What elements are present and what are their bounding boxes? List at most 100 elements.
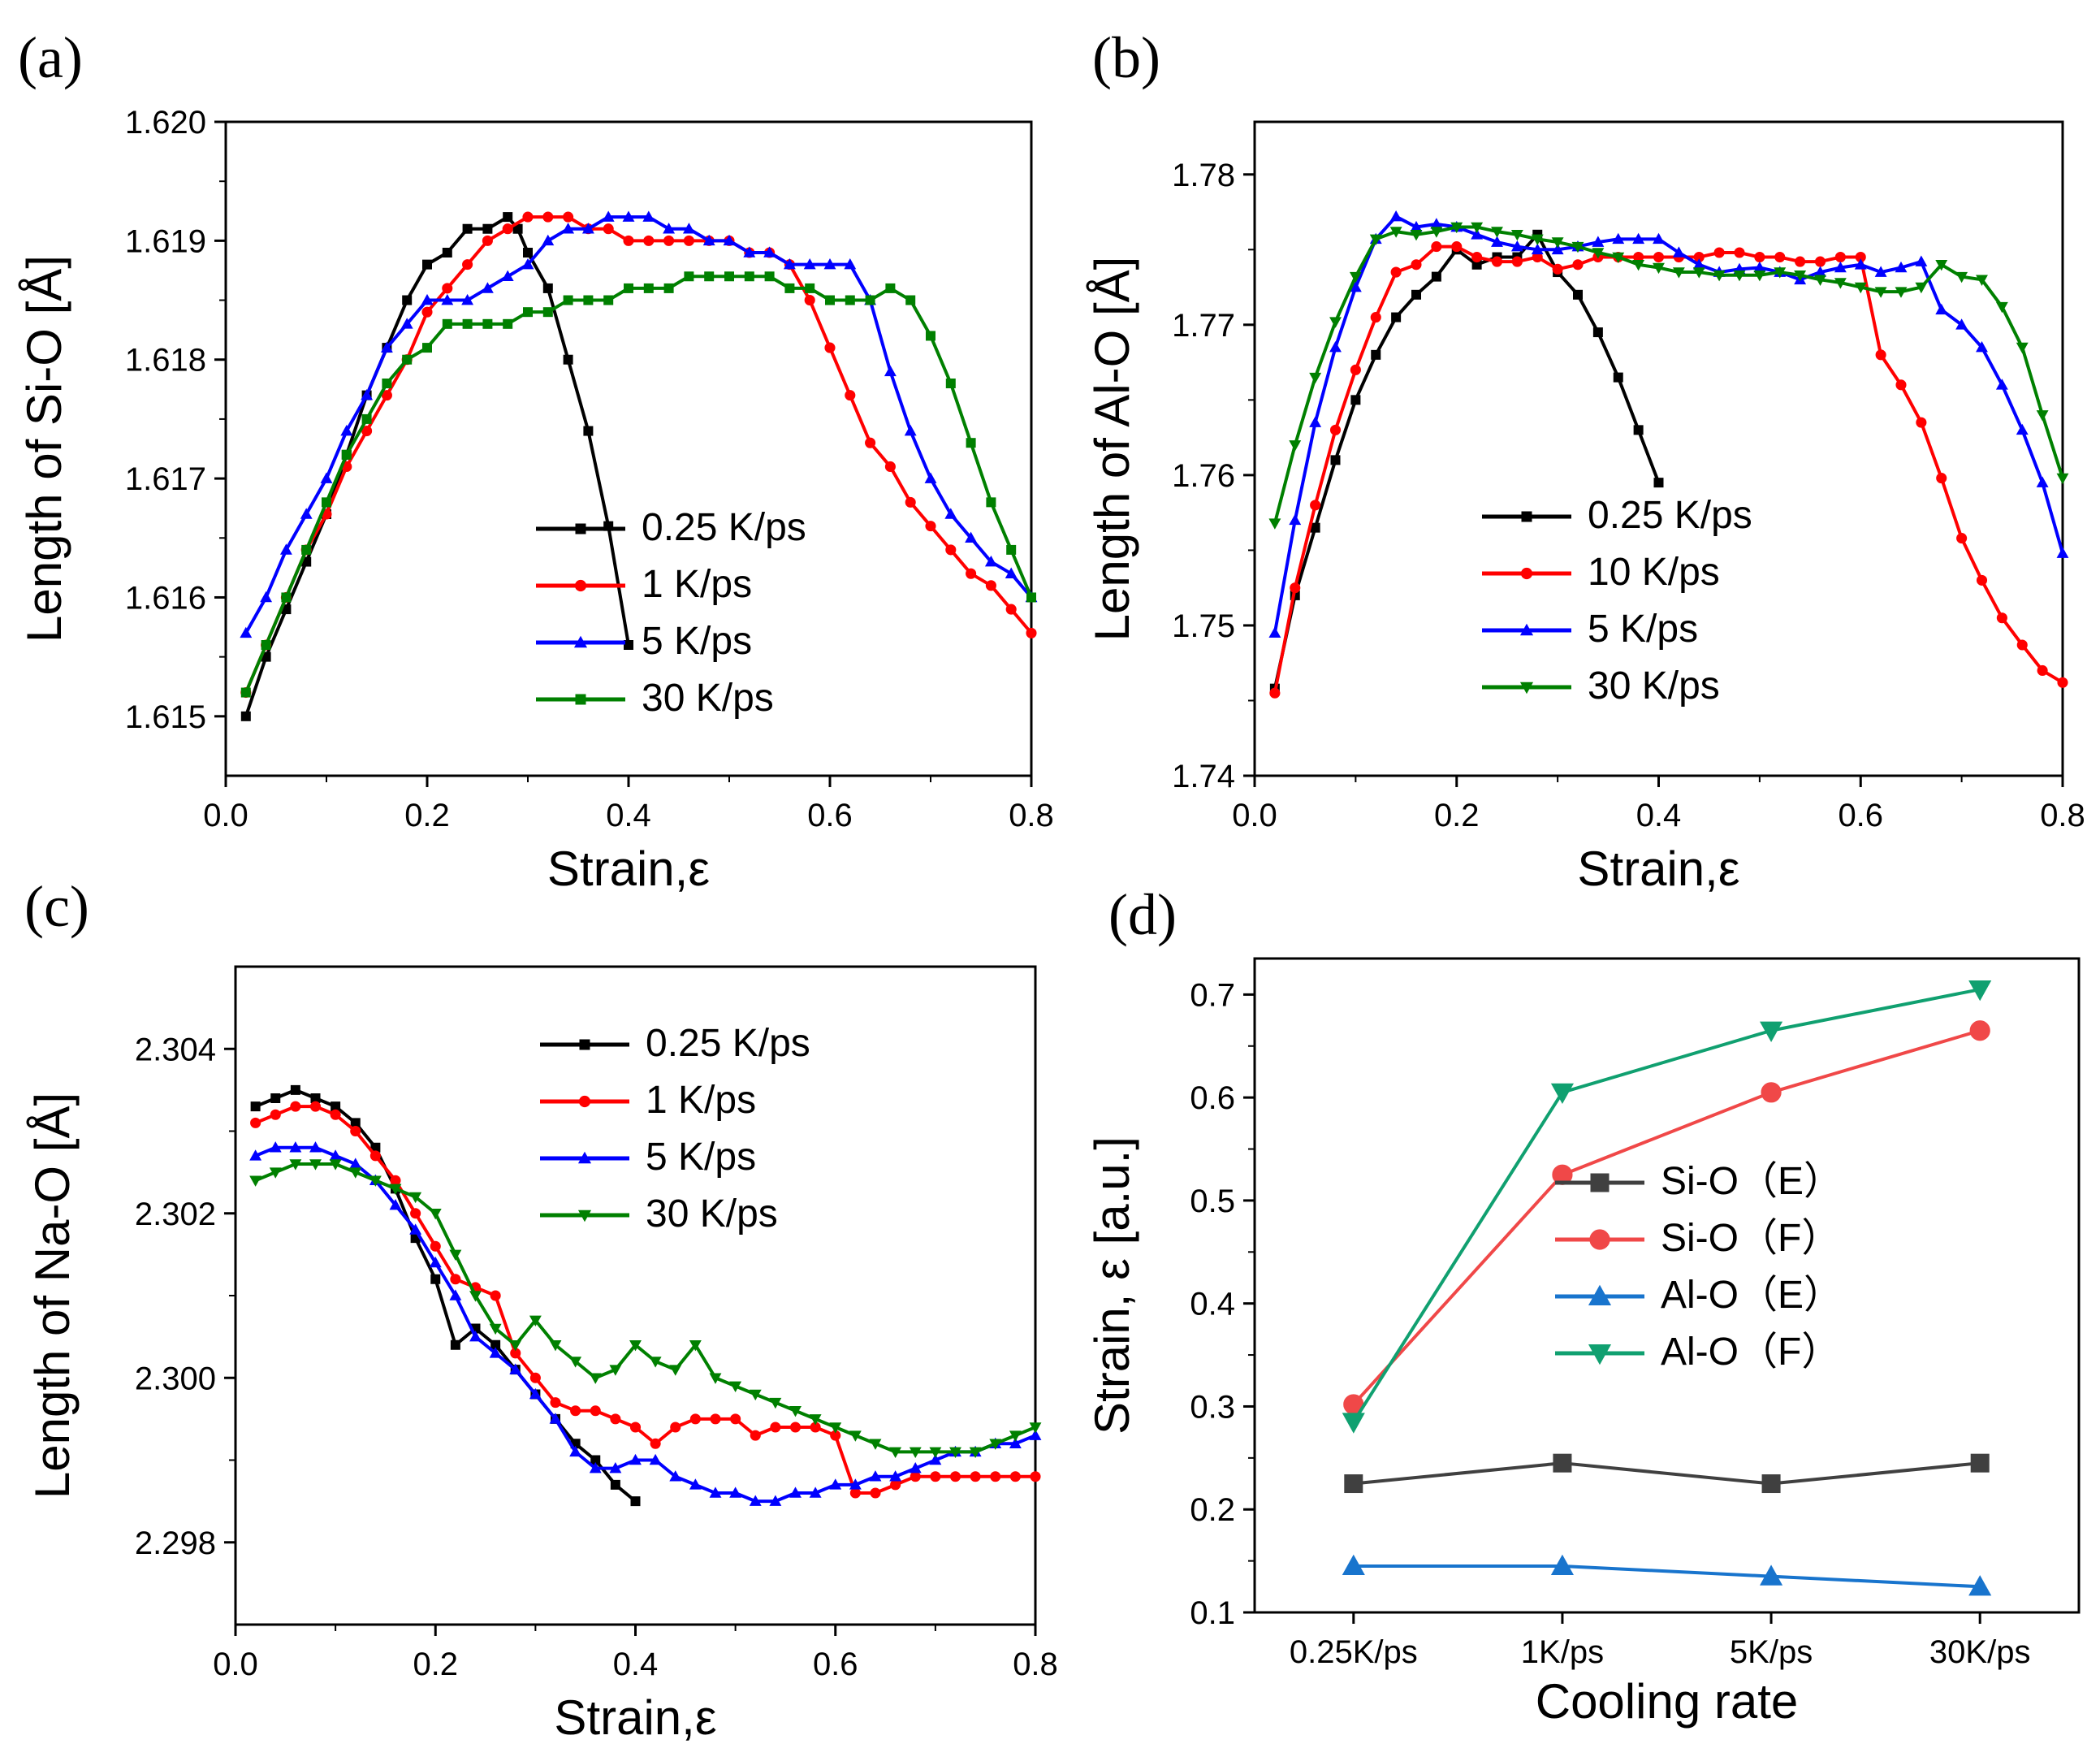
data-point xyxy=(290,1101,301,1112)
data-point xyxy=(1834,278,1847,289)
data-point xyxy=(482,223,493,234)
data-point xyxy=(369,1175,382,1187)
data-point xyxy=(870,1487,881,1499)
data-point xyxy=(969,1447,982,1459)
legend-marker xyxy=(1520,567,1533,580)
data-point xyxy=(609,1365,622,1376)
data-point xyxy=(689,1478,702,1490)
legend-label: 30 K/ps xyxy=(1588,664,1720,708)
data-point xyxy=(909,1461,922,1474)
data-point xyxy=(489,1347,502,1358)
data-point xyxy=(945,544,957,556)
data-point xyxy=(1471,252,1483,263)
data-point xyxy=(521,258,534,270)
data-point xyxy=(949,1471,961,1482)
data-point xyxy=(949,1447,961,1459)
data-point xyxy=(1390,266,1402,278)
data-point xyxy=(1430,227,1443,238)
legend: Si-O（E） Si-O（F） Al-O（E） Al-O（F） xyxy=(1555,1160,1843,1374)
x-tick-label: 5K/ps xyxy=(1730,1634,1813,1670)
data-point xyxy=(1995,379,2008,390)
series-Al-O（E） xyxy=(1342,1554,1992,1596)
x-tick-label: 0.25K/ps xyxy=(1290,1634,1418,1670)
data-point xyxy=(281,592,292,603)
legend-marker xyxy=(1519,623,1534,636)
data-point xyxy=(1009,1437,1022,1449)
data-point xyxy=(509,1339,522,1352)
data-point xyxy=(629,1453,642,1465)
data-point xyxy=(1874,287,1887,298)
legend-label: 30 K/ps xyxy=(642,677,774,720)
legend-label: 1 K/ps xyxy=(646,1079,756,1122)
legend-label: 30 K/ps xyxy=(646,1192,778,1236)
data-point xyxy=(482,235,493,246)
data-point xyxy=(965,531,978,543)
x-tick-label: 0.0 xyxy=(203,798,248,833)
data-point xyxy=(884,461,896,473)
series-30 K/ps xyxy=(240,271,1036,698)
data-point xyxy=(1491,227,1503,238)
data-point xyxy=(750,1430,761,1441)
data-point xyxy=(1761,1474,1781,1494)
data-point xyxy=(1814,256,1826,267)
data-point xyxy=(1612,232,1625,245)
data-point xyxy=(542,283,553,293)
data-point xyxy=(924,472,937,483)
data-point xyxy=(1551,237,1564,249)
data-point xyxy=(1329,424,1342,435)
series-Si-O（F） xyxy=(1343,1020,1990,1415)
data-point xyxy=(409,1223,422,1235)
data-point xyxy=(1491,256,1503,267)
data-point xyxy=(805,283,815,293)
data-point xyxy=(1592,236,1605,247)
data-point xyxy=(563,354,573,365)
data-point xyxy=(590,1405,601,1417)
series-line xyxy=(1273,232,1661,690)
data-point xyxy=(1814,275,1826,286)
data-point xyxy=(300,508,313,519)
chart-panel-3: (d) 0.25K/ps 1K/ps 5K/ps 30K/ps 0.1 0.2 0.3 0.4 0… xyxy=(1085,882,2081,1729)
panel-label: (d) xyxy=(1108,882,1177,947)
legend-marker xyxy=(577,1210,592,1223)
data-point xyxy=(1510,230,1523,241)
series-line xyxy=(1352,1028,1981,1406)
data-point xyxy=(361,389,374,400)
x-tick-label: 0.0 xyxy=(1232,798,1277,833)
data-point xyxy=(1491,236,1503,247)
data-point xyxy=(449,1289,462,1300)
data-point xyxy=(845,390,856,401)
data-point xyxy=(250,1117,261,1128)
data-point xyxy=(1753,270,1766,282)
data-point xyxy=(1411,259,1422,270)
data-point xyxy=(984,555,997,567)
data-point xyxy=(603,295,614,305)
data-point xyxy=(889,1470,902,1482)
x-tick-label: 30K/ps xyxy=(1929,1634,2031,1670)
legend-marker xyxy=(575,523,586,534)
data-point xyxy=(709,1487,722,1498)
data-point xyxy=(1895,261,1908,273)
legend-marker xyxy=(1588,1284,1612,1306)
series-line xyxy=(1273,214,2064,634)
data-point xyxy=(905,496,916,508)
data-point xyxy=(629,1339,642,1352)
data-point xyxy=(340,424,353,436)
legend-marker xyxy=(1519,682,1534,695)
data-point xyxy=(630,1496,641,1507)
data-point xyxy=(622,210,635,222)
y-tick-label: 0.3 xyxy=(1190,1389,1235,1425)
data-point xyxy=(643,235,655,246)
data-point xyxy=(1970,1453,1990,1473)
data-point xyxy=(1632,260,1645,271)
data-point xyxy=(290,1084,300,1095)
series-line xyxy=(244,275,1033,694)
panel-label: (b) xyxy=(1092,25,1160,90)
x-axis-label: Strain,ε xyxy=(1577,842,1739,896)
data-point xyxy=(1935,260,1948,271)
data-point xyxy=(1553,1453,1572,1473)
data-point xyxy=(1310,500,1321,511)
data-point xyxy=(729,1381,742,1393)
legend-marker xyxy=(573,635,588,648)
data-point xyxy=(409,1192,422,1204)
series-line xyxy=(254,1162,1036,1454)
